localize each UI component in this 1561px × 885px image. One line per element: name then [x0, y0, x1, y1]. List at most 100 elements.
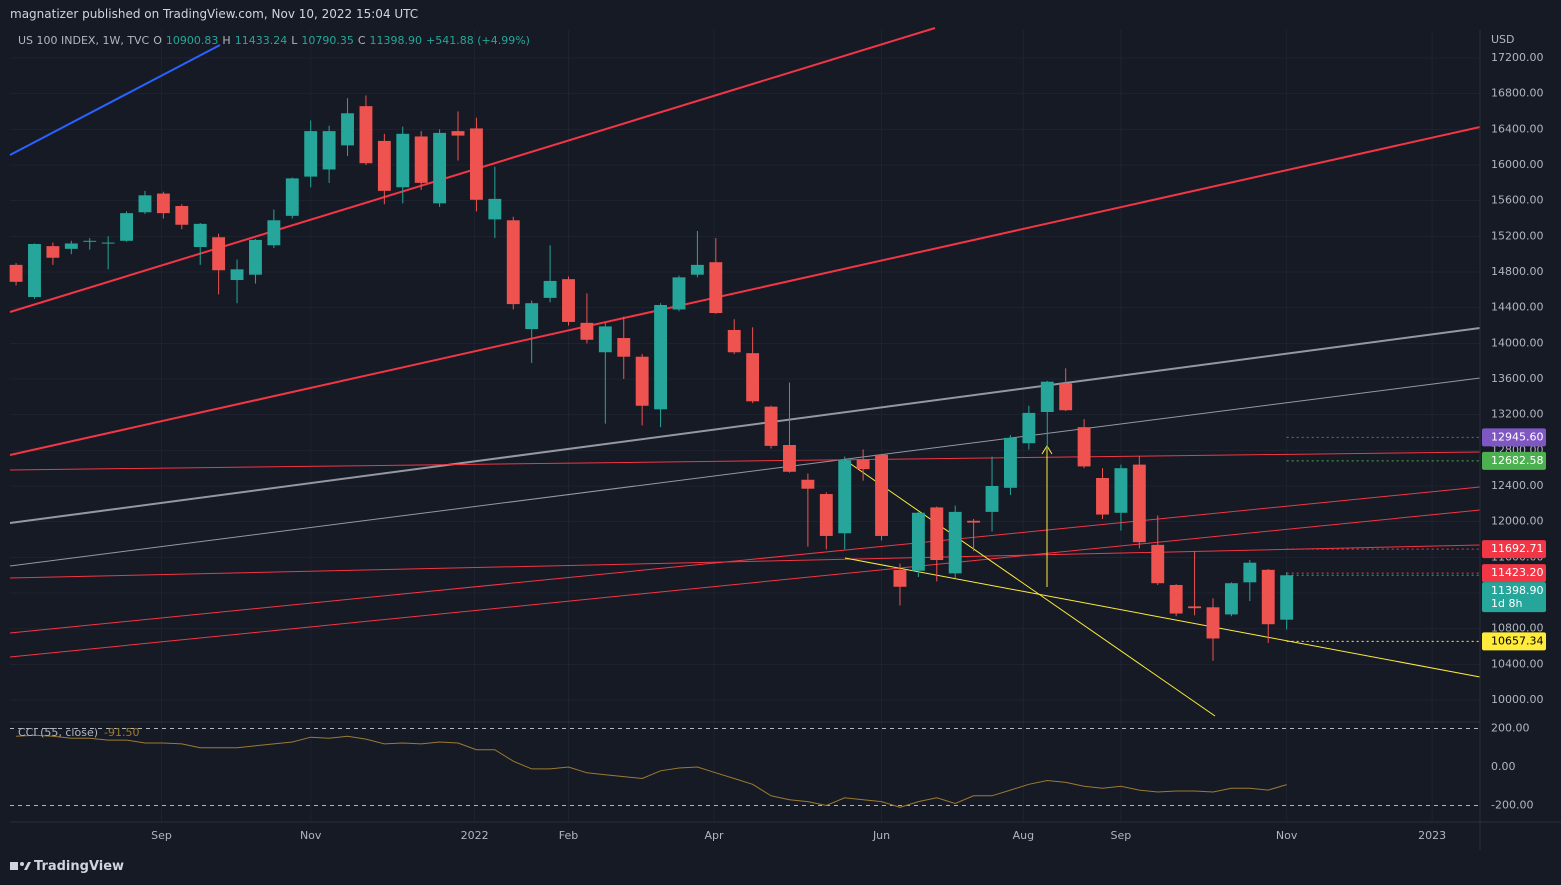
candle-body: [1188, 606, 1202, 609]
candle-body: [285, 178, 299, 216]
candle-body: [212, 237, 226, 271]
candle-body: [101, 242, 115, 244]
trend-line: [844, 557, 1481, 678]
trend-line: [9, 377, 1481, 567]
candle-body: [709, 262, 723, 314]
y-tick-label: 10000.00: [1491, 693, 1544, 706]
candle-body: [120, 213, 134, 241]
legend-label: L: [291, 34, 298, 47]
candle-body: [1040, 381, 1054, 413]
candle-body: [193, 223, 207, 248]
trend-line: [844, 459, 1216, 717]
candle-body: [783, 444, 796, 472]
candle-body: [1022, 412, 1036, 444]
countdown: 1d 8h: [1491, 597, 1522, 610]
candle-body: [230, 269, 244, 281]
x-tick-label: Sep: [151, 829, 172, 842]
y-tick-label: -200.00: [1491, 798, 1533, 811]
candle-body: [1261, 569, 1275, 625]
candle-body: [9, 264, 23, 282]
legend-change: +541.88 (+4.99%): [426, 34, 530, 47]
candle-body: [672, 277, 686, 310]
x-tick-label: Aug: [1013, 829, 1034, 842]
candle-body: [1059, 383, 1073, 411]
trend-line: [9, 509, 1481, 658]
candle-body: [1224, 583, 1238, 615]
x-tick-label: Nov: [1276, 829, 1298, 842]
legend-value: 10900.83: [165, 34, 219, 47]
trend-line: [9, 327, 1481, 524]
candle-body: [985, 486, 999, 512]
candle-body: [433, 132, 447, 204]
candle-body: [525, 303, 539, 330]
candle-body: [598, 326, 612, 353]
legend: US 100 INDEX, 1W, TVC O 10900.83 H 11433.24 L…: [18, 34, 530, 47]
candle-body: [1132, 464, 1146, 543]
price-label-box: [1482, 428, 1546, 447]
price-label: 11692.71: [1491, 542, 1544, 555]
candle-body: [469, 128, 483, 200]
candle-body: [249, 239, 262, 275]
y-tick-label: 10800.00: [1491, 622, 1544, 635]
indicator-line: [16, 734, 1287, 808]
indicator-value: -91.50: [104, 726, 140, 739]
candle-body: [138, 195, 152, 213]
candle-body: [1077, 427, 1091, 467]
legend-label: H: [222, 34, 231, 47]
candle-body: [875, 454, 888, 536]
candle-body: [1169, 584, 1183, 614]
legend-label: C: [357, 34, 366, 47]
candle-body: [377, 140, 391, 191]
x-tick-label: Sep: [1111, 829, 1132, 842]
x-tick-label: Nov: [300, 829, 322, 842]
candle-body: [948, 511, 962, 574]
trend-line: [9, 451, 1481, 471]
candle-body: [359, 106, 373, 164]
legend-value: 10790.35: [301, 34, 354, 47]
indicator-title: CCI (55, close): [18, 726, 99, 739]
candle-body: [690, 264, 704, 275]
candle-body: [396, 133, 410, 188]
y-tick-label: 16000.00: [1491, 158, 1544, 171]
candle-body: [1243, 562, 1257, 583]
candle-body: [506, 220, 520, 305]
currency: USD: [1491, 33, 1515, 46]
x-tick-label: Apr: [704, 829, 724, 842]
trend-line: [9, 544, 1481, 579]
y-tick-label: 15600.00: [1491, 194, 1544, 207]
candle-body: [967, 520, 981, 523]
candle-body: [488, 198, 502, 220]
price-label-box: [1482, 582, 1546, 613]
candle-body: [304, 131, 318, 177]
symbol: US 100 INDEX, 1W, TVC: [18, 34, 150, 47]
y-tick-label: 14800.00: [1491, 265, 1544, 278]
candle-body: [28, 244, 41, 297]
candle-body: [1206, 607, 1220, 639]
x-tick-label: 2023: [1418, 829, 1446, 842]
price-label: 12682.58: [1491, 454, 1544, 467]
candle-body: [801, 479, 815, 489]
y-tick-label: 17200.00: [1491, 51, 1544, 64]
x-tick-label: Feb: [559, 829, 578, 842]
legend-value: 11433.24: [234, 34, 288, 47]
y-tick-label: 13200.00: [1491, 408, 1544, 421]
candle-body: [322, 131, 336, 170]
y-tick-label: 12400.00: [1491, 479, 1544, 492]
y-tick-label: 10400.00: [1491, 657, 1544, 670]
brand: TradingView: [34, 859, 125, 874]
y-tick-label: 12000.00: [1491, 515, 1544, 528]
price-label: 11398.90: [1491, 584, 1544, 597]
y-tick-label: 0.00: [1491, 760, 1516, 773]
y-tick-label: 16800.00: [1491, 87, 1544, 100]
candle-body: [175, 206, 189, 225]
candle-body: [764, 406, 778, 446]
trend-line: [9, 486, 1481, 634]
y-tick-label: 200.00: [1491, 722, 1530, 735]
candle-body: [727, 329, 741, 353]
candle-body: [635, 356, 649, 406]
legend-value: 11398.90: [369, 34, 423, 47]
y-tick-label: 14000.00: [1491, 336, 1544, 349]
y-tick-label: 16400.00: [1491, 122, 1544, 135]
